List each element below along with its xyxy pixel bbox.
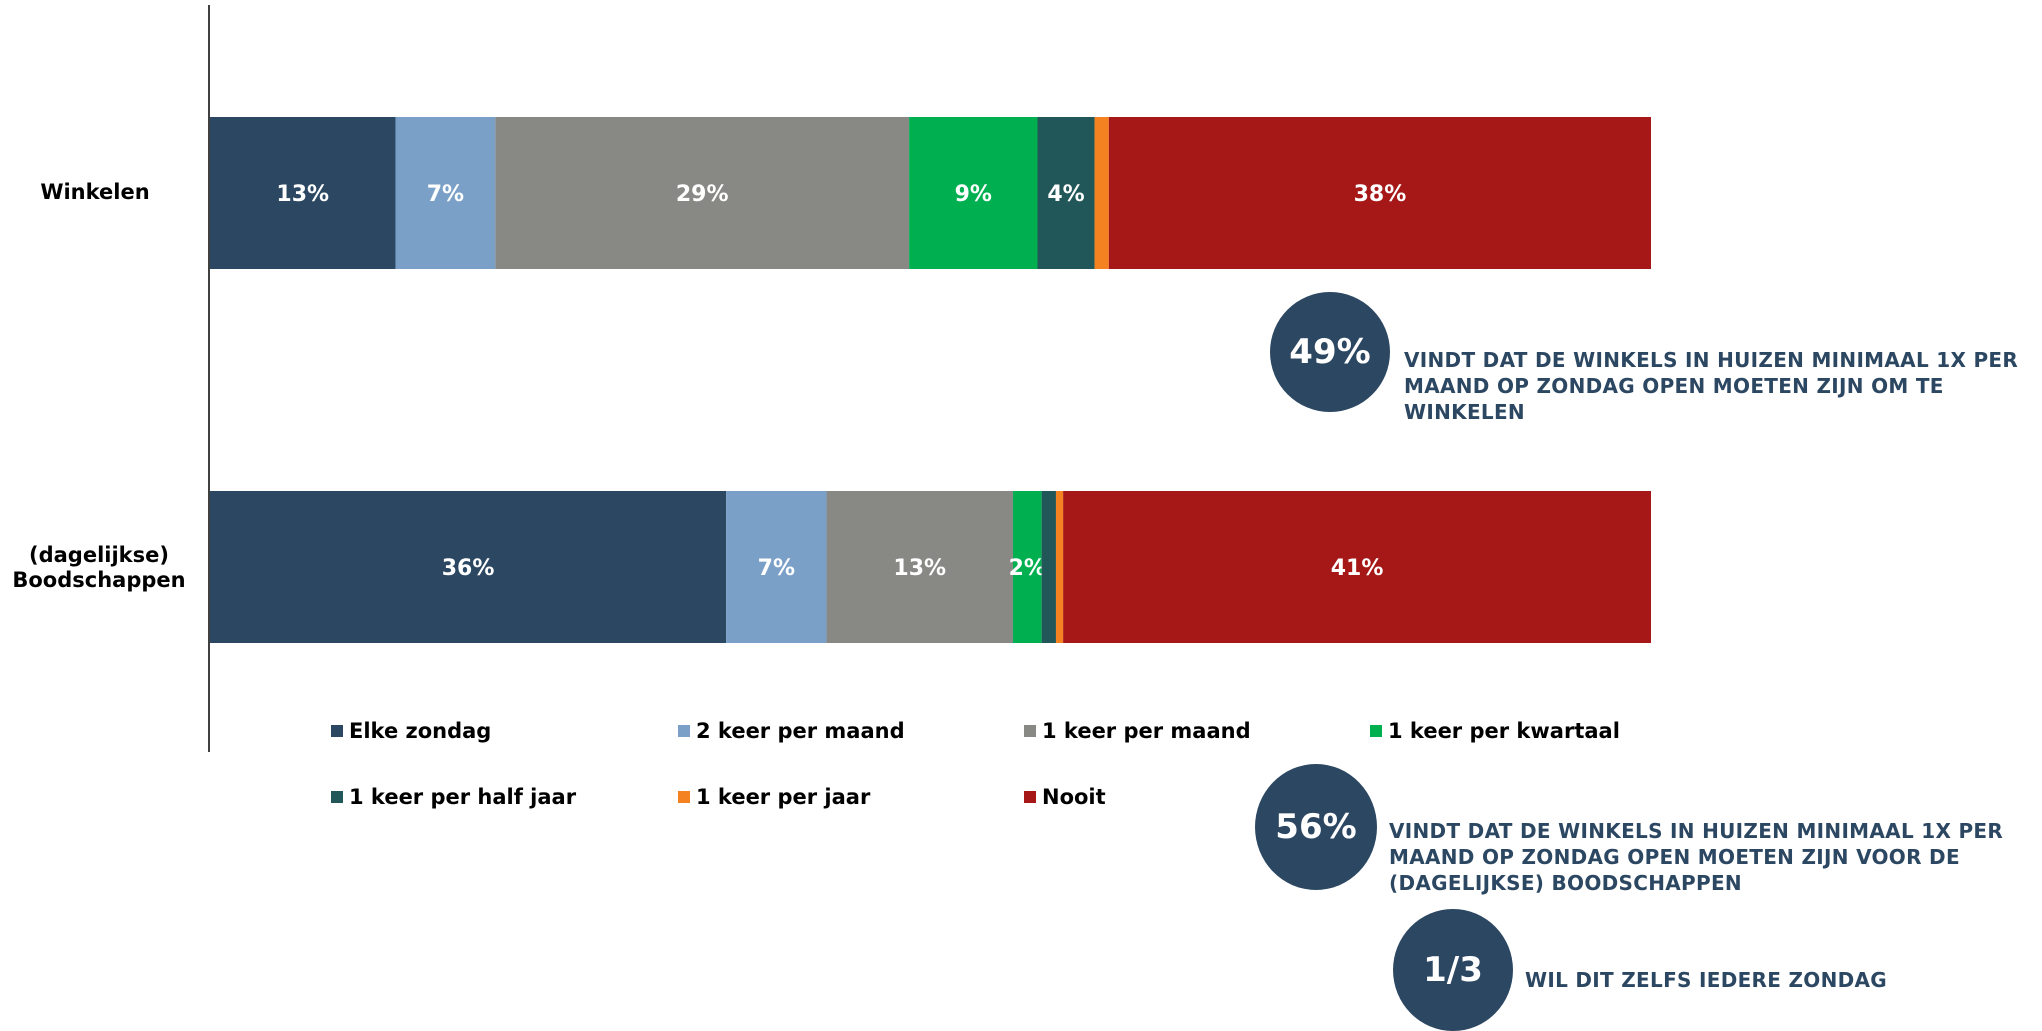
legend-label: 1 keer per kwartaal: [1388, 719, 1620, 743]
callout-circle-1-3: 1/3: [1393, 909, 1513, 1031]
data-label-1-6: 41%: [1331, 556, 1384, 581]
callout-text-49: VINDT DAT DE WINKELS IN HUIZEN MINIMAAL …: [1404, 348, 2019, 424]
legend-label: 2 keer per maand: [696, 719, 905, 743]
data-label-0-3: 9%: [955, 182, 992, 207]
legend-swatch: [331, 725, 343, 737]
legend-item-1-keer-per-maand: 1 keer per maand: [1024, 719, 1251, 743]
legend-item-1-keer-per-jaar: 1 keer per jaar: [678, 785, 870, 809]
bar-segment-0-3: [909, 117, 1038, 269]
legend-item-nooit: Nooit: [1024, 785, 1106, 809]
bar-segment-1-4: [1041, 491, 1056, 643]
legend-swatch: [678, 791, 690, 803]
legend-label: 1 keer per half jaar: [349, 785, 577, 809]
legend-label: Nooit: [1042, 785, 1106, 809]
category-label-boodschappen: (dagelijkse) Boodschappen: [12, 543, 186, 592]
bar-segment-1-5: [1055, 491, 1064, 643]
bar-segment-1-1: [726, 491, 827, 643]
legend-swatch: [1370, 725, 1382, 737]
data-label-0-6: 38%: [1354, 182, 1407, 207]
legend-label: Elke zondag: [349, 719, 492, 743]
legend-label: 1 keer per maand: [1042, 719, 1251, 743]
legend-swatch: [1024, 725, 1036, 737]
callout-circle-56: 56%: [1255, 764, 1377, 890]
callout-circle-49: 49%: [1270, 292, 1390, 412]
legend-item-1-keer-per-kwartaal: 1 keer per kwartaal: [1370, 719, 1620, 743]
bar-segment-1-0: [210, 491, 727, 643]
bar-segment-0-2: [495, 117, 910, 269]
data-label-0-4: 4%: [1047, 182, 1084, 207]
bar-segment-1-2: [826, 491, 1013, 643]
bar-segment-0-4: [1037, 117, 1095, 269]
bar-segment-0-6: [1108, 117, 1651, 269]
bar-segment-0-5: [1094, 117, 1109, 269]
bar-segment-1-6: [1063, 491, 1651, 643]
bars-layer: 13% 7% 29% 9% 4% 38% 36% 7% 13% 2% 41%: [210, 117, 1651, 643]
callout-text-1-3: WIL DIT ZELFS IEDERE ZONDAG: [1525, 968, 1888, 992]
bar-segment-0-0: [210, 117, 396, 269]
data-label-0-0: 13%: [276, 182, 329, 207]
legend-swatch: [678, 725, 690, 737]
data-label-1-1: 7%: [758, 556, 795, 581]
legend-item-elke-zondag: Elke zondag: [331, 719, 491, 743]
data-label-0-1: 7%: [427, 182, 464, 207]
bar-segment-0-1: [395, 117, 496, 269]
data-label-1-2: 13%: [893, 556, 946, 581]
callout-text-56: VINDT DAT DE WINKELS IN HUIZEN MINIMAAL …: [1389, 819, 2004, 895]
legend-swatch: [331, 791, 343, 803]
legend-label: 1 keer per jaar: [696, 785, 871, 809]
legend-item-2-keer-per-maand: 2 keer per maand: [678, 719, 905, 743]
data-label-1-3: 2%: [1009, 556, 1046, 581]
category-label-winkelen: Winkelen: [40, 180, 150, 204]
legend-item-1-keer-per-half-jaar: 1 keer per half jaar: [331, 785, 576, 809]
bar-segment-1-3: [1012, 491, 1042, 643]
data-label-1-0: 36%: [442, 556, 495, 581]
data-label-0-2: 29%: [676, 182, 729, 207]
legend-swatch: [1024, 791, 1036, 803]
